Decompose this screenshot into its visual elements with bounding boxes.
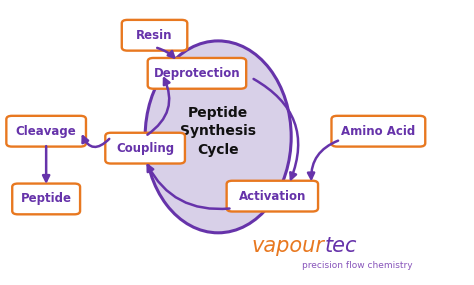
Text: Deprotection: Deprotection — [154, 67, 240, 80]
Text: Amino Acid: Amino Acid — [341, 125, 416, 138]
Text: Coupling: Coupling — [116, 142, 174, 155]
FancyBboxPatch shape — [122, 20, 187, 51]
Text: Cleavage: Cleavage — [16, 125, 76, 138]
Text: Activation: Activation — [238, 190, 306, 203]
Text: precision flow chemistry: precision flow chemistry — [302, 261, 412, 270]
Ellipse shape — [145, 41, 291, 233]
FancyBboxPatch shape — [6, 116, 86, 146]
FancyBboxPatch shape — [148, 58, 246, 89]
FancyBboxPatch shape — [227, 181, 318, 211]
Text: Peptide
Synthesis
Cycle: Peptide Synthesis Cycle — [180, 106, 256, 157]
FancyBboxPatch shape — [12, 184, 80, 214]
Text: tec: tec — [324, 235, 356, 256]
FancyBboxPatch shape — [331, 116, 425, 146]
Text: Resin: Resin — [137, 29, 173, 42]
Text: vapour: vapour — [251, 235, 324, 256]
Text: Peptide: Peptide — [21, 192, 72, 205]
FancyBboxPatch shape — [105, 133, 185, 164]
